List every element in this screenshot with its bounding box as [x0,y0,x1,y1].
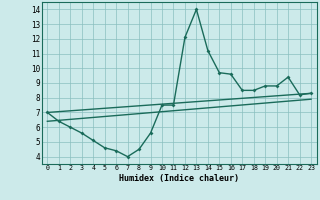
X-axis label: Humidex (Indice chaleur): Humidex (Indice chaleur) [119,174,239,183]
